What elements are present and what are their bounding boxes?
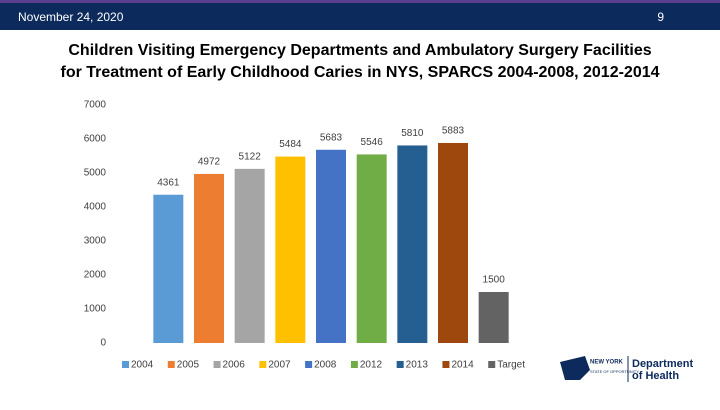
- legend-swatch: [167, 361, 175, 368]
- data-label: 5883: [442, 126, 465, 137]
- top-accent: [0, 0, 720, 3]
- logo-dept: Department: [632, 358, 693, 370]
- logo-tagline: STATE OF OPPORTUNITY.: [590, 369, 640, 374]
- bar: [316, 149, 346, 343]
- header-bar: [0, 3, 720, 30]
- chart-title: Children Visiting Emergency Departments …: [68, 42, 651, 59]
- y-tick-label: 1000: [84, 304, 107, 315]
- data-label: 1500: [483, 275, 506, 286]
- data-label: 5810: [401, 128, 424, 139]
- bar: [478, 292, 509, 343]
- legend-swatch: [488, 361, 496, 368]
- y-tick-label: 5000: [84, 168, 107, 179]
- y-tick-label: 2000: [84, 270, 107, 281]
- legend-swatch: [259, 361, 267, 368]
- bar: [438, 142, 468, 343]
- bar: [194, 173, 224, 343]
- legend-label: 2007: [268, 360, 291, 371]
- legend-swatch: [442, 361, 450, 368]
- bar: [356, 154, 387, 343]
- legend-swatch: [122, 361, 129, 368]
- legend-label: 2005: [177, 360, 200, 371]
- data-label: 4361: [157, 177, 180, 188]
- legend-swatch: [305, 361, 313, 368]
- y-tick-label: 6000: [84, 134, 107, 145]
- logo-state: NEW YORK: [590, 360, 624, 366]
- legend-label: 2004: [131, 360, 154, 371]
- data-label: 5683: [320, 132, 343, 143]
- legend-label: Target: [497, 360, 525, 371]
- y-tick-label: 0: [100, 338, 106, 349]
- legend-swatch: [396, 361, 404, 368]
- legend-label: 2014: [451, 360, 474, 371]
- legend-swatch: [350, 361, 358, 368]
- legend-label: 2008: [314, 360, 337, 371]
- legend-label: 2013: [406, 360, 429, 371]
- bar: [153, 194, 184, 343]
- y-tick-label: 4000: [84, 202, 107, 213]
- y-tick-label: 7000: [84, 100, 107, 111]
- legend-label: 2006: [223, 360, 246, 371]
- y-tick-label: 3000: [84, 236, 107, 247]
- legend-label: 2012: [360, 360, 383, 371]
- bar: [234, 168, 265, 343]
- logo: NEW YORK STATE OF OPPORTUNITY. Departmen…: [560, 356, 693, 382]
- data-label: 5122: [239, 151, 262, 162]
- page-number: 9: [657, 10, 664, 24]
- data-label: 5546: [361, 137, 384, 148]
- legend-swatch: [213, 361, 221, 368]
- header-date: November 24, 2020: [18, 10, 124, 24]
- logo-map: [560, 356, 590, 380]
- bar: [397, 145, 428, 343]
- data-label: 4972: [198, 157, 221, 168]
- bar: [275, 156, 306, 343]
- chart-title: for Treatment of Early Childhood Caries …: [60, 64, 659, 81]
- data-label: 5484: [279, 139, 302, 150]
- logo-dept: of Health: [632, 370, 679, 382]
